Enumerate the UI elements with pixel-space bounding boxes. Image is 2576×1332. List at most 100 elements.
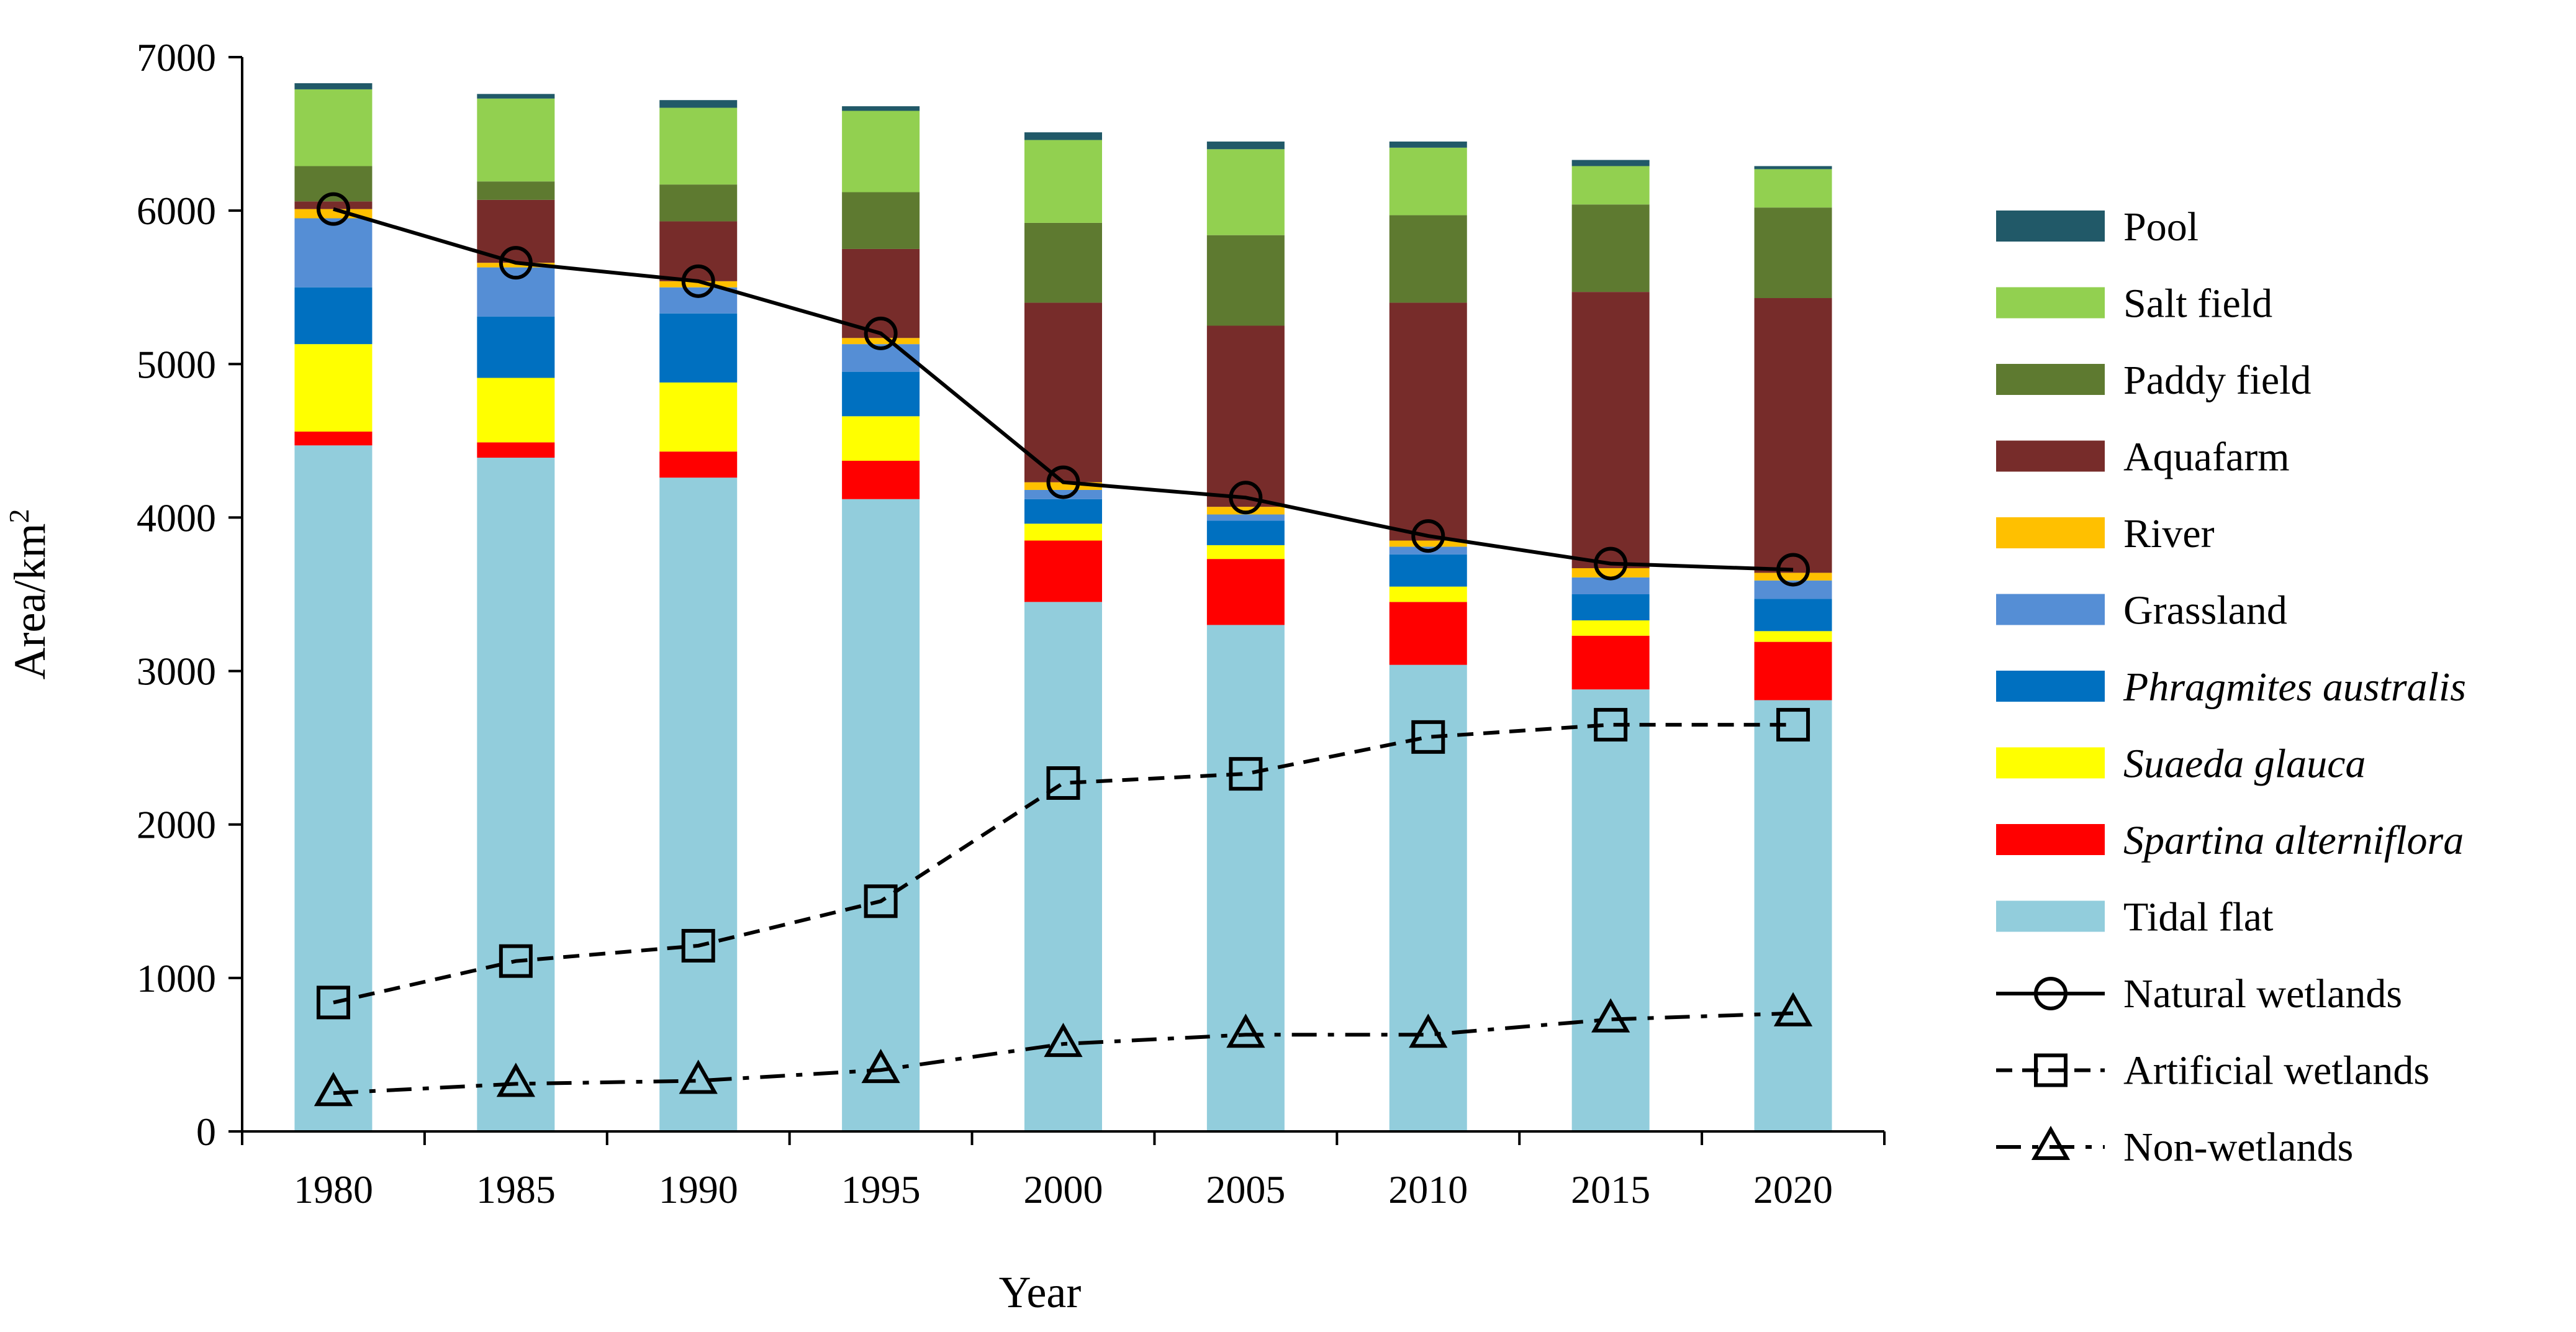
- legend-label-salt-field: Salt field: [2123, 281, 2272, 327]
- bar-phragmites-australis-1995: [842, 371, 920, 417]
- point-artificial-wetlands-2010: [1411, 720, 1445, 754]
- point-natural-wetlands-2010: [1411, 519, 1445, 553]
- bar-phragmites-australis-1985: [477, 316, 555, 378]
- lines-layer: [314, 192, 1813, 1107]
- bar-salt-field-2005: [1206, 149, 1285, 235]
- bar-paddy-field-1995: [842, 192, 920, 249]
- y-tick-label-7000: 7000: [137, 35, 216, 79]
- line-natural-wetlands: [333, 207, 1794, 572]
- point-natural-wetlands-1995: [864, 316, 898, 350]
- point-artificial-wetlands-1985: [499, 944, 533, 978]
- point-artificial-wetlands-1990: [681, 928, 715, 963]
- legend-swatch-tidal-flat: [1996, 900, 2105, 932]
- point-non-wetlands-1995: [861, 1049, 900, 1084]
- y-tick-label-5000: 5000: [137, 342, 216, 386]
- bar-river-2020: [1754, 573, 1832, 581]
- bar-grassland-2000: [1024, 489, 1102, 499]
- point-natural-wetlands-2005: [1229, 481, 1263, 515]
- point-natural-wetlands-1985: [499, 246, 533, 280]
- bar-suaeda-glauca-1990: [659, 382, 738, 452]
- legend-label-artificial-wetlands: Artificial wetlands: [2123, 1048, 2429, 1094]
- bar-grassland-1980: [294, 218, 373, 288]
- legend-swatch-salt-field: [1996, 287, 2105, 319]
- bars-layer: [294, 83, 1832, 1132]
- bar-spartina-alterniflora-2015: [1571, 635, 1650, 690]
- point-non-wetlands-2000: [1044, 1023, 1083, 1058]
- bar-river-1985: [477, 263, 555, 268]
- bar-aquafarm-1980: [294, 201, 373, 209]
- bar-pool-2010: [1389, 141, 1467, 148]
- y-tick-label-0: 0: [196, 1110, 216, 1154]
- bar-tidal-flat-1995: [842, 499, 920, 1131]
- legend-label-spartina-alterniflora: Spartina alterniflora: [2123, 818, 2464, 863]
- bar-tidal-flat-1990: [659, 478, 738, 1132]
- x-axis-title: Year: [999, 1267, 1082, 1317]
- point-artificial-wetlands-1995: [864, 884, 898, 918]
- bar-spartina-alterniflora-2000: [1024, 540, 1102, 602]
- point-natural-wetlands-1990: [681, 264, 715, 298]
- x-tick-label-1990: 1990: [659, 1167, 738, 1212]
- bar-spartina-alterniflora-2010: [1389, 602, 1467, 665]
- legend-swatch-spartina-alterniflora: [1996, 824, 2105, 855]
- legend-label-paddy-field: Paddy field: [2123, 358, 2311, 403]
- point-natural-wetlands-2000: [1046, 465, 1080, 499]
- y-tick-label-1000: 1000: [137, 956, 216, 1000]
- y-axis-title: Area/km2: [3, 509, 55, 680]
- bar-aquafarm-2000: [1024, 302, 1102, 483]
- bar-pool-1990: [659, 100, 738, 108]
- legend-marker-artificial-wetlands: [2034, 1053, 2068, 1087]
- bar-spartina-alterniflora-1985: [477, 442, 555, 458]
- bar-suaeda-glauca-2015: [1571, 620, 1650, 636]
- bar-paddy-field-2015: [1571, 204, 1650, 292]
- bar-suaeda-glauca-2010: [1389, 586, 1467, 602]
- x-tick-label-2015: 2015: [1571, 1167, 1650, 1212]
- bar-river-2010: [1389, 540, 1467, 547]
- bar-phragmites-australis-1980: [294, 287, 373, 345]
- x-tick-label-2005: 2005: [1206, 1167, 1285, 1212]
- legend-swatch-suaeda-glauca: [1996, 747, 2105, 779]
- legend-label-grassland: Grassland: [2123, 588, 2287, 633]
- bar-aquafarm-2005: [1206, 325, 1285, 507]
- bar-pool-1980: [294, 83, 373, 89]
- bar-aquafarm-1985: [477, 199, 555, 263]
- point-non-wetlands-2005: [1226, 1013, 1265, 1048]
- point-natural-wetlands-2020: [1776, 553, 1810, 587]
- bar-grassland-1985: [477, 267, 555, 317]
- bar-suaeda-glauca-1985: [477, 378, 555, 443]
- y-tick-label-2000: 2000: [137, 803, 216, 847]
- point-artificial-wetlands-2020: [1776, 708, 1810, 742]
- bar-phragmites-australis-1990: [659, 313, 738, 383]
- bar-salt-field-1990: [659, 107, 738, 185]
- bar-aquafarm-1995: [842, 248, 920, 338]
- legend-label-non-wetlands: Non-wetlands: [2123, 1125, 2353, 1170]
- x-tick-label-1985: 1985: [476, 1167, 556, 1212]
- legend-swatch-phragmites-australis: [1996, 671, 2105, 702]
- point-artificial-wetlands-2005: [1229, 757, 1263, 791]
- legend-swatch-aquafarm: [1996, 440, 2105, 472]
- bar-suaeda-glauca-1980: [294, 344, 373, 432]
- bar-salt-field-2010: [1389, 147, 1467, 215]
- bar-spartina-alterniflora-2020: [1754, 641, 1832, 700]
- bar-pool-2005: [1206, 141, 1285, 150]
- bar-pool-1985: [477, 94, 555, 99]
- bar-paddy-field-2005: [1206, 235, 1285, 326]
- bar-salt-field-2015: [1571, 166, 1650, 205]
- bar-pool-2000: [1024, 132, 1102, 140]
- bar-river-1995: [842, 338, 920, 345]
- bar-aquafarm-2020: [1754, 298, 1832, 573]
- bar-tidal-flat-2015: [1571, 689, 1650, 1131]
- legend-swatch-pool: [1996, 211, 2105, 242]
- bar-paddy-field-1980: [294, 166, 373, 202]
- bar-spartina-alterniflora-1995: [842, 460, 920, 499]
- x-tick-label-1995: 1995: [841, 1167, 921, 1212]
- bar-phragmites-australis-2000: [1024, 499, 1102, 524]
- x-tick-label-2010: 2010: [1388, 1167, 1468, 1212]
- bar-river-1990: [659, 281, 738, 288]
- bar-spartina-alterniflora-1980: [294, 432, 373, 446]
- x-tick-label-2000: 2000: [1024, 1167, 1103, 1212]
- point-artificial-wetlands-1980: [316, 985, 350, 1020]
- y-tick-label-3000: 3000: [137, 650, 216, 694]
- x-tick-label-2020: 2020: [1753, 1167, 1833, 1212]
- bar-phragmites-australis-2020: [1754, 599, 1832, 632]
- legend-label-river: River: [2123, 511, 2215, 556]
